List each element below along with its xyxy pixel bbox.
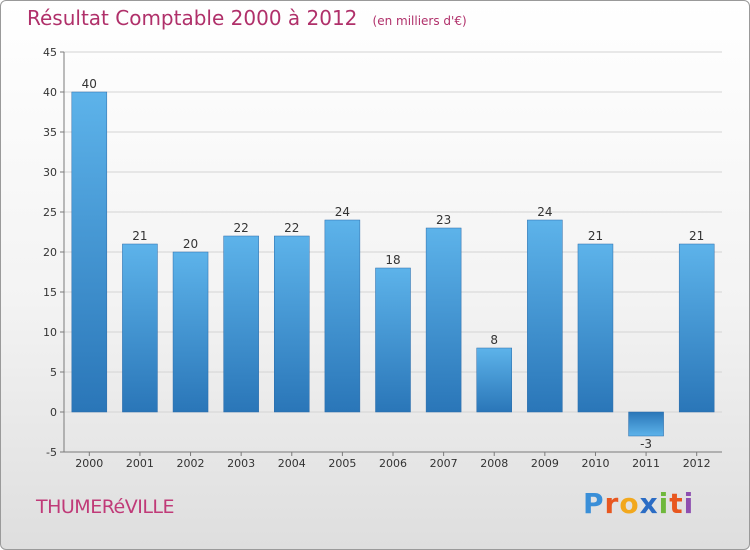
data-label: 21 <box>588 229 603 243</box>
logo-letter: P <box>583 487 605 520</box>
logo-letter: i <box>658 487 670 520</box>
data-label: 20 <box>183 237 198 251</box>
data-label: 8 <box>490 333 498 347</box>
bar <box>223 235 259 413</box>
x-tick-label: 2006 <box>379 457 407 470</box>
bar <box>476 347 512 413</box>
y-tick-label: 0 <box>50 406 57 419</box>
x-tick-label: 2010 <box>581 457 609 470</box>
y-tick-label: 5 <box>50 366 57 379</box>
bar <box>324 219 361 413</box>
chart-title-row: Résultat Comptable 2000 à 2012 (en milli… <box>27 6 467 30</box>
x-tick-label: 2000 <box>75 457 103 470</box>
y-tick-label: -5 <box>46 446 57 459</box>
y-tick-label: 45 <box>43 46 57 59</box>
bar <box>527 219 563 413</box>
bar <box>122 243 158 413</box>
logo-letter: o <box>619 487 640 520</box>
x-tick-label: 2005 <box>328 457 356 470</box>
data-label: 24 <box>537 205 552 219</box>
logo-letter: r <box>604 487 620 520</box>
logo-letter: t <box>669 487 684 520</box>
x-tick-label: 2011 <box>632 457 660 470</box>
y-tick-label: 10 <box>43 326 57 339</box>
logo-letter: x <box>639 487 659 520</box>
data-label: 40 <box>82 77 97 91</box>
y-tick-label: 30 <box>43 166 57 179</box>
data-label: 21 <box>689 229 704 243</box>
x-tick-label: 2002 <box>177 457 205 470</box>
bar <box>678 243 715 413</box>
x-tick-label: 2004 <box>278 457 306 470</box>
bar <box>172 251 209 413</box>
chart-title: Résultat Comptable 2000 à 2012 <box>27 6 358 30</box>
x-tick-label: 2003 <box>227 457 255 470</box>
logo-letter: i <box>683 487 695 520</box>
bar <box>71 91 108 413</box>
y-tick-label: 25 <box>43 206 57 219</box>
y-tick-label: 40 <box>43 86 57 99</box>
x-tick-label: 2008 <box>480 457 508 470</box>
commune-name: THUMERéVILLE <box>36 496 175 518</box>
x-tick-label: 2009 <box>531 457 559 470</box>
data-label: 22 <box>234 221 249 235</box>
proxiti-logo: Proxiti <box>583 487 694 520</box>
x-tick-label: 2007 <box>430 457 458 470</box>
x-tick-label: 2001 <box>126 457 154 470</box>
data-label: 21 <box>132 229 147 243</box>
data-label: 18 <box>385 253 400 267</box>
bar <box>274 235 310 413</box>
data-label: -3 <box>640 437 652 451</box>
data-label: 22 <box>284 221 299 235</box>
y-tick-label: 20 <box>43 246 57 259</box>
y-tick-label: 15 <box>43 286 57 299</box>
y-tick-label: 35 <box>43 126 57 139</box>
bar <box>375 267 411 413</box>
bar <box>577 243 614 413</box>
bar <box>425 227 462 413</box>
data-label: 24 <box>335 205 350 219</box>
chart-subtitle: (en milliers d'€) <box>372 14 467 28</box>
bar <box>628 411 664 437</box>
x-tick-label: 2012 <box>683 457 711 470</box>
data-label: 23 <box>436 213 451 227</box>
